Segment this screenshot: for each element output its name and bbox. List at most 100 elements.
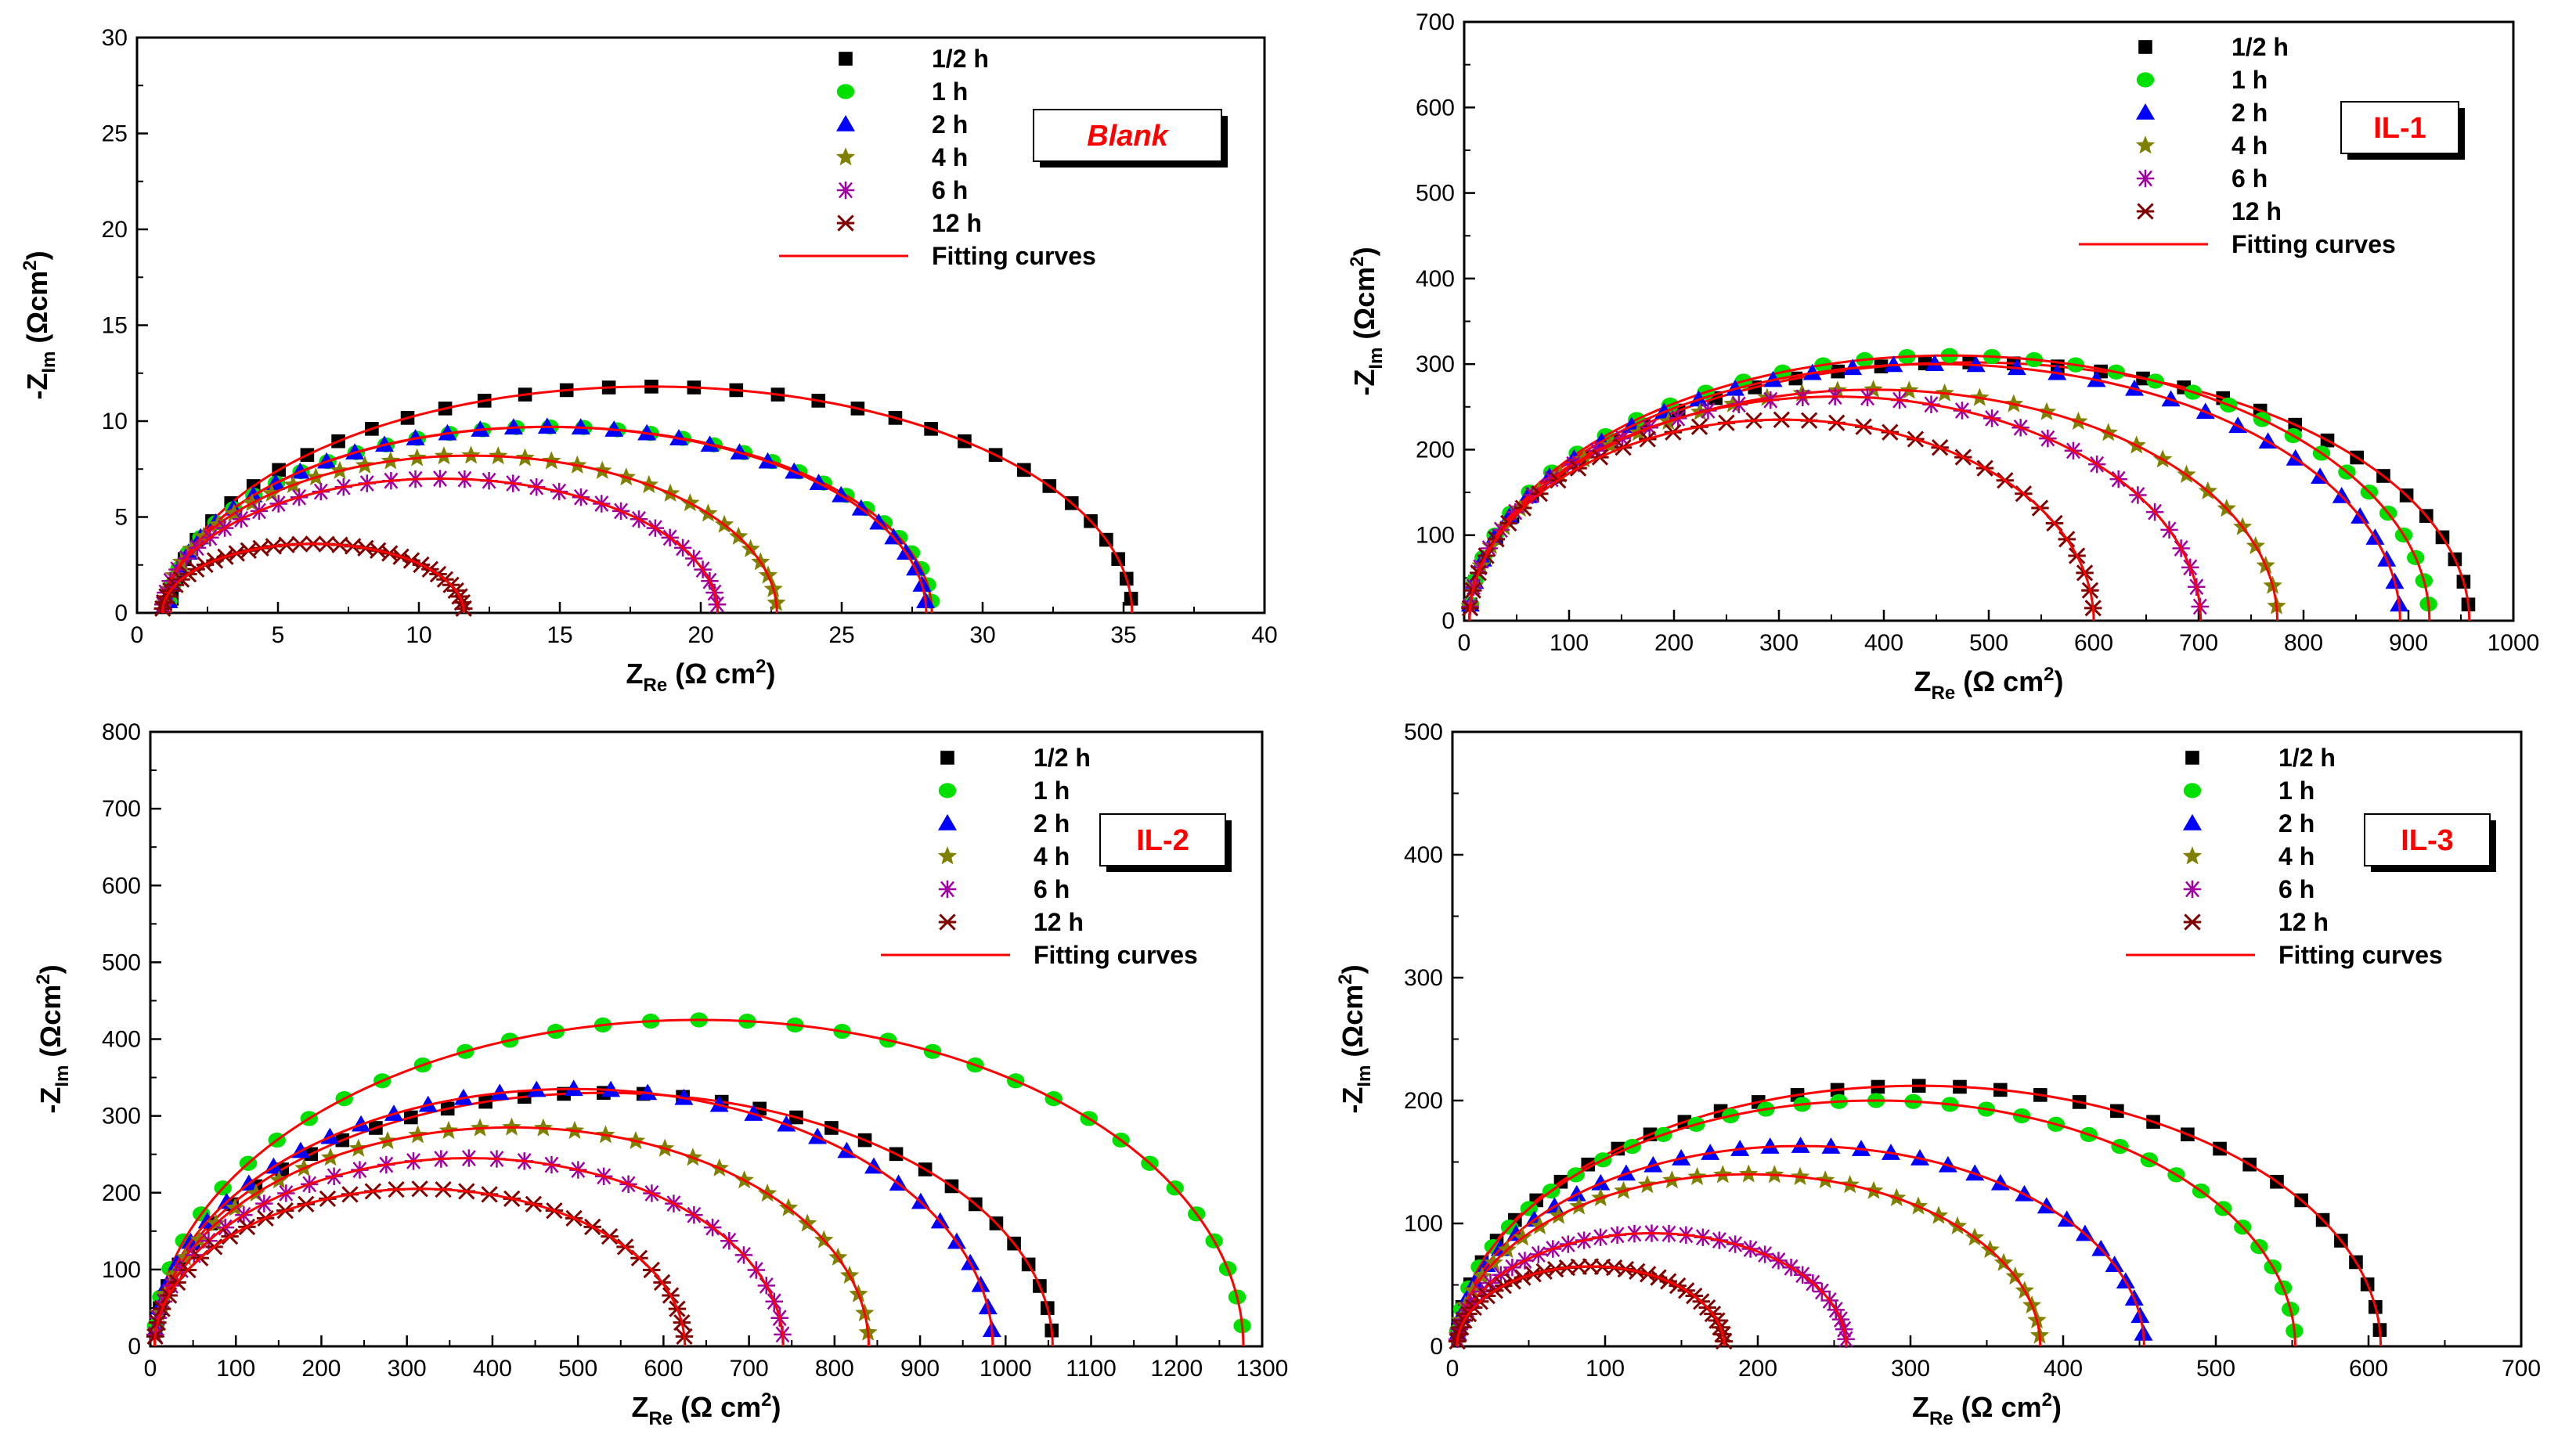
fitting-curve [169, 385, 1134, 614]
legend-entry: 1 h [2278, 776, 2314, 805]
y-tick-label: 0 [1430, 1334, 1443, 1360]
fitting-curve [161, 542, 466, 614]
data-point [674, 1088, 694, 1105]
data-point [1966, 355, 1986, 373]
series-1-2-h [148, 1086, 1059, 1347]
data-point [438, 423, 457, 441]
x-tick-label: 5 [272, 622, 285, 648]
legend-marker [835, 147, 856, 166]
legend-marker [839, 52, 853, 66]
legend-marker [2185, 751, 2199, 765]
legend-marker [836, 181, 855, 200]
legend-entry: 2 h [1034, 809, 1070, 838]
y-tick-label: 800 [102, 719, 141, 745]
x-tick-label: 200 [301, 1356, 341, 1382]
series-2-h [1460, 355, 2409, 622]
legend-marker [836, 214, 855, 232]
series-1-2-h [164, 380, 1138, 614]
legend-marker [938, 783, 957, 798]
chart-panel-2: 0 100 200 300 400 500 600 700 800 900 1000 0 100 200 3… [1347, 9, 2539, 704]
data-point [1910, 1149, 1930, 1166]
legend-entry: 12 h [932, 209, 982, 237]
x-tick-label: 400 [473, 1356, 512, 1382]
legend-marker [2183, 814, 2202, 830]
x-tick-label: 600 [2349, 1356, 2388, 1382]
x-tick-label: 100 [1550, 630, 1589, 656]
data-point [1802, 363, 1822, 380]
x-tick-label: 1300 [1236, 1356, 1289, 1382]
x-tick-label: 400 [2044, 1356, 2083, 1382]
series-12-h [146, 1180, 694, 1347]
x-axis-label: ZRe (Ω cm2) [626, 656, 776, 696]
y-tick-label: 300 [102, 1104, 141, 1130]
x-tick-label: 800 [815, 1356, 854, 1382]
y-axis-label: -ZIm (Ωcm2) [1347, 247, 1387, 395]
x-tick-label: 700 [2502, 1356, 2541, 1382]
x-tick-label: 300 [388, 1356, 427, 1382]
chart-panel-4: 0 100 200 300 400 500 600 700 0 100 200 300 400 500 ZR… [1335, 719, 2541, 1429]
legend-marker [2183, 880, 2202, 899]
x-axis-label: ZRe (Ω cm2) [1914, 664, 2064, 704]
legend-marker [2138, 40, 2152, 54]
data-point [527, 1080, 547, 1097]
series-2-h [159, 417, 936, 614]
data-point [384, 1104, 404, 1121]
legend-entry: 4 h [2231, 132, 2268, 160]
fitting-curve [167, 425, 928, 614]
fitting-curve [1468, 361, 2471, 622]
legend: 1/2 h 1 h 2 h 4 h 6 h 12 h Fitting curves [779, 45, 1096, 270]
x-tick-label: 20 [687, 622, 713, 648]
x-tick-label: 1000 [980, 1356, 1032, 1382]
y-tick-label: 100 [102, 1257, 141, 1283]
data-point [700, 435, 720, 452]
legend-entry: 2 h [932, 110, 968, 139]
data-point [638, 1083, 658, 1101]
fitting-curve [1456, 1232, 1848, 1347]
data-point [2007, 358, 2026, 376]
y-axis-label: -ZIm (Ωcm2) [33, 964, 73, 1113]
x-tick-label: 100 [216, 1356, 255, 1382]
fitting-curve [153, 1187, 687, 1347]
data-point [1730, 1140, 1750, 1156]
y-tick-label: 0 [1441, 608, 1455, 634]
data-point [1763, 370, 1783, 387]
x-tick-label: 30 [969, 622, 995, 648]
legend-marker [940, 751, 954, 765]
y-tick-label: 400 [1416, 266, 1455, 292]
x-axis-label: ZRe (Ω cm2) [1912, 1389, 2062, 1429]
series-4-h [1460, 380, 2286, 622]
fitting-curve [1468, 395, 2203, 622]
series-6-h [146, 1149, 792, 1347]
y-tick-label: 30 [102, 25, 128, 51]
y-tick-label: 10 [102, 409, 128, 434]
y-tick-label: 600 [1416, 95, 1455, 121]
data-point [730, 443, 749, 460]
legend-entry: 1 h [932, 77, 968, 106]
data-point [1760, 1137, 1780, 1154]
legend-marker [2136, 72, 2155, 88]
fitting-curve [153, 1087, 994, 1347]
data-point [406, 429, 425, 445]
series-4-h [156, 445, 786, 614]
series-1-h [1449, 1093, 2304, 1347]
y-tick-label: 5 [114, 505, 128, 531]
sample-label: IL-1 [2373, 112, 2426, 145]
fitting-curve [153, 1126, 870, 1347]
legend-entry: 1/2 h [1034, 744, 1091, 772]
legend-entry: 1 h [2231, 66, 2268, 94]
x-tick-label: 700 [730, 1356, 769, 1382]
chart-panel-3: 0 100 200 300 400 500 600 700 800 900 1000 1100 1200… [33, 719, 1288, 1429]
x-tick-label: 0 [1446, 1356, 1459, 1382]
data-point [1843, 358, 1863, 376]
series-2-h [146, 1079, 1001, 1347]
legend-entry: 6 h [932, 176, 968, 204]
x-tick-label: 25 [828, 622, 854, 648]
x-axis-label: ZRe (Ω cm2) [632, 1389, 781, 1429]
label-box [1099, 813, 1226, 867]
legend-entry: 12 h [1034, 908, 1084, 936]
data-point [709, 1095, 729, 1112]
x-tick-label: 10 [406, 622, 431, 648]
x-tick-label: 0 [144, 1356, 157, 1382]
legend-entry: 1/2 h [2231, 33, 2289, 61]
data-point [375, 435, 395, 452]
